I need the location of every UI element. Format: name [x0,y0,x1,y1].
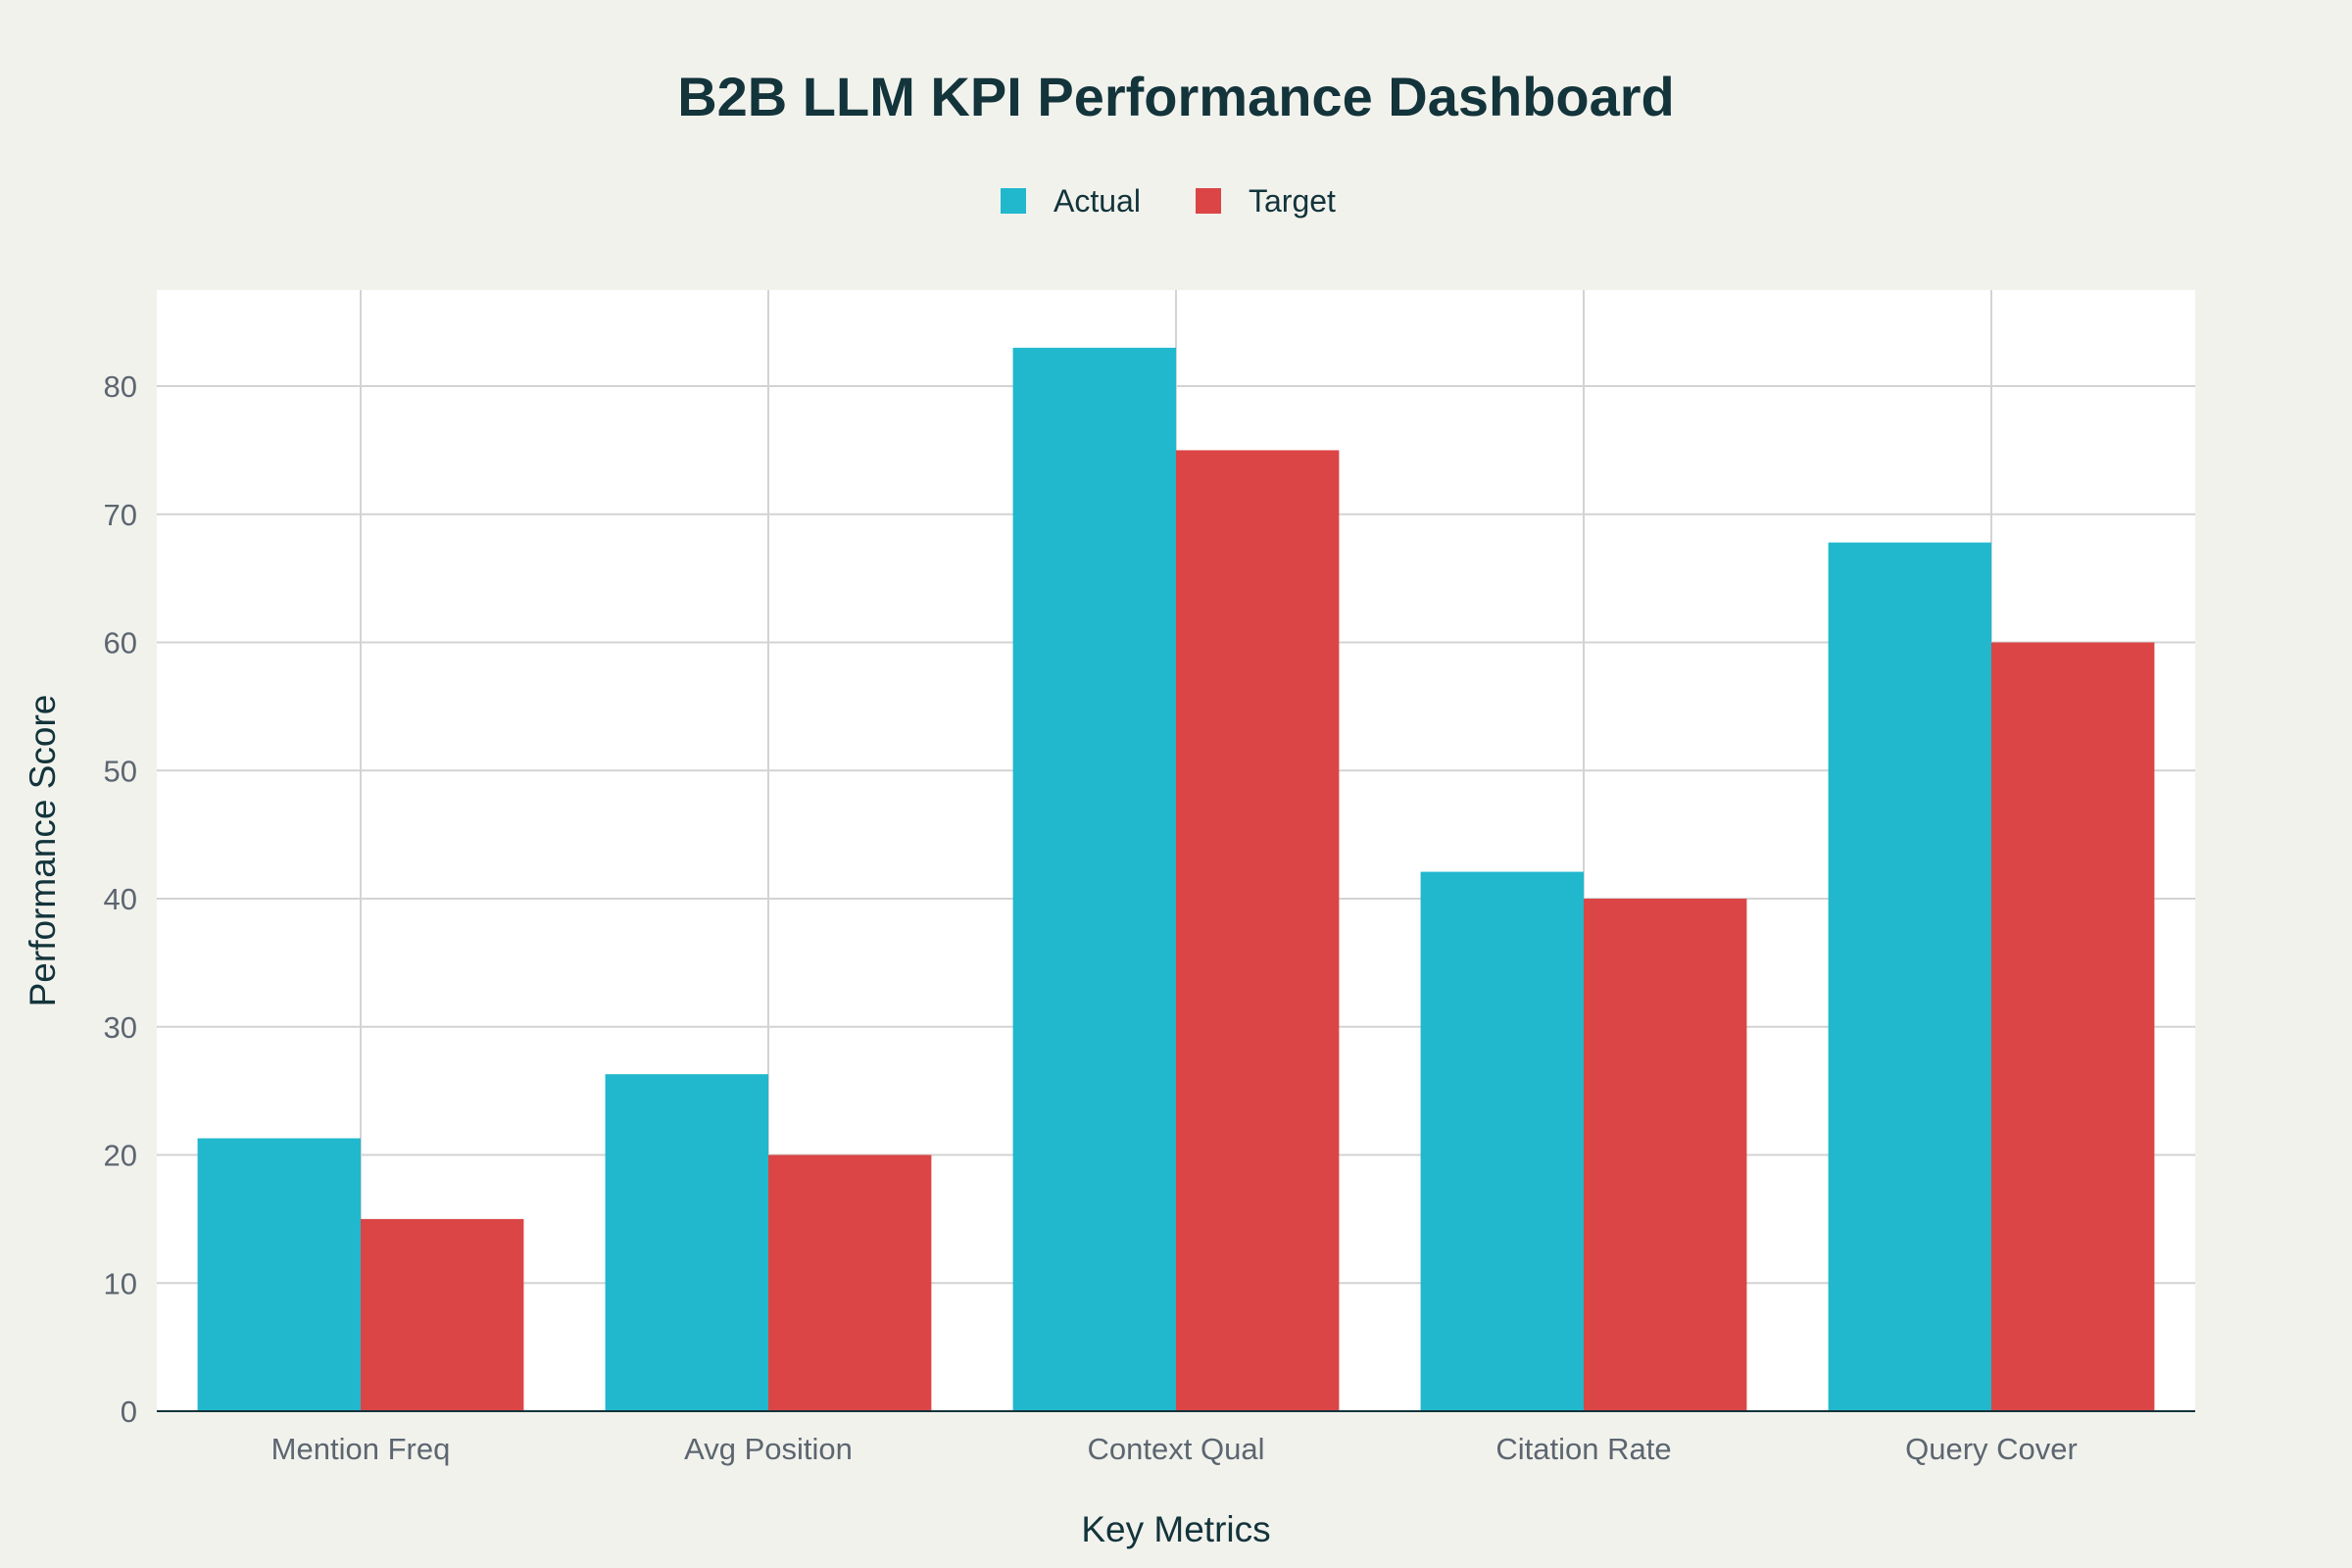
bar-actual [1420,871,1584,1411]
bar-target [768,1154,932,1411]
bar-actual [197,1138,361,1411]
y-tick-label: 40 [104,882,137,916]
bars [197,347,2155,1412]
y-tick-label: 0 [121,1395,137,1429]
y-tick-label: 60 [104,626,137,661]
legend-swatch-actual [1001,188,1026,214]
y-tick-label: 70 [104,498,137,532]
y-tick-label: 20 [104,1139,137,1173]
bar-target [1991,642,2155,1411]
bar-actual [605,1074,768,1411]
x-tick-label: Query Cover [1905,1432,2078,1466]
axes: 0 10 20 30 40 50 60 70 80 Mention Freq Avg Positio… [104,369,2195,1466]
bar-actual [1828,542,1991,1411]
x-axis-title: Key Metrics [1081,1509,1270,1549]
x-tick-label: Citation Rate [1495,1432,1671,1466]
y-tick-label: 80 [104,369,137,404]
x-tick-label: Avg Position [684,1432,853,1466]
legend-swatch-target [1196,188,1221,214]
chart-title: B2B LLM KPI Performance Dashboard [677,66,1675,127]
legend-label-target: Target [1249,183,1336,219]
y-tick-label: 10 [104,1266,137,1300]
legend-label-actual: Actual [1054,183,1141,219]
bar-actual [1012,347,1176,1412]
y-axis-title: Performance Score [23,695,63,1007]
y-tick-label: 30 [104,1010,137,1045]
y-tick-label: 50 [104,754,137,788]
x-tick-label: Mention Freq [271,1432,451,1466]
x-tick-label: Context Qual [1088,1432,1265,1466]
bar-target [1176,450,1340,1411]
legend: Actual Target [1001,183,1336,219]
bar-target [361,1218,524,1411]
bar-target [1584,899,1747,1411]
